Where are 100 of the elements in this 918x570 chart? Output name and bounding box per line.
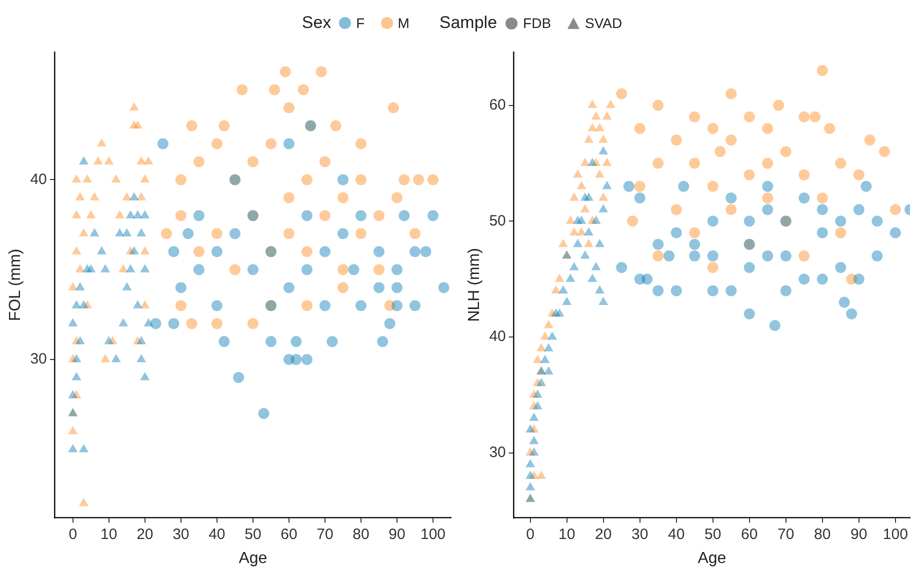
point <box>283 228 294 240</box>
point <box>373 264 384 276</box>
point <box>526 470 536 479</box>
x-tick-label: 0 <box>68 526 78 543</box>
point <box>104 156 114 164</box>
point <box>136 192 146 200</box>
x-tick-label: 40 <box>208 526 226 543</box>
point <box>316 66 327 78</box>
point <box>707 285 718 296</box>
point <box>762 204 774 216</box>
point <box>798 274 810 285</box>
point <box>529 436 539 444</box>
point <box>104 336 114 344</box>
point <box>122 282 132 290</box>
point <box>193 210 204 222</box>
point <box>670 204 682 216</box>
point <box>707 122 718 134</box>
point <box>536 378 546 386</box>
point <box>72 300 82 308</box>
point <box>140 174 150 182</box>
point <box>846 308 858 320</box>
point <box>591 216 601 224</box>
point <box>75 192 85 200</box>
point <box>78 444 88 452</box>
text: SVAD <box>585 15 622 31</box>
point <box>544 343 554 352</box>
point <box>247 156 258 168</box>
point <box>816 192 828 204</box>
point <box>337 174 348 186</box>
point <box>547 332 557 340</box>
point <box>126 264 136 272</box>
x-axis-title: Age <box>698 550 726 567</box>
point <box>652 100 664 111</box>
point <box>129 246 139 254</box>
point <box>72 174 82 182</box>
point <box>420 246 432 258</box>
point <box>211 228 222 240</box>
point <box>835 262 846 274</box>
point <box>129 192 139 200</box>
point <box>283 192 294 204</box>
point <box>598 192 608 201</box>
point <box>186 120 198 132</box>
point <box>319 300 330 312</box>
point <box>780 146 792 158</box>
point <box>136 156 146 164</box>
point <box>634 180 646 192</box>
point <box>780 250 792 262</box>
x-tick-label: 10 <box>100 526 118 543</box>
point <box>594 238 604 248</box>
point <box>652 250 664 262</box>
point <box>616 262 628 274</box>
point <box>211 300 222 312</box>
point <box>193 246 204 258</box>
point <box>526 482 536 490</box>
point <box>584 227 594 236</box>
point <box>602 158 612 166</box>
x-axis-title: Age <box>238 550 268 567</box>
point <box>780 285 792 296</box>
point <box>175 174 186 186</box>
point <box>175 210 186 222</box>
point <box>175 282 186 294</box>
point <box>744 216 755 227</box>
point <box>391 264 402 276</box>
point <box>540 332 550 340</box>
point <box>377 336 388 348</box>
point <box>623 180 634 192</box>
point <box>211 138 222 150</box>
point <box>573 216 583 224</box>
point <box>864 134 876 146</box>
point <box>529 447 539 456</box>
point <box>68 390 78 398</box>
point <box>816 204 828 216</box>
point <box>602 180 612 190</box>
point <box>588 274 598 282</box>
text: FDB <box>523 15 552 31</box>
point <box>140 300 150 308</box>
point <box>229 264 240 276</box>
point <box>144 156 154 164</box>
legend-label: M <box>398 15 410 31</box>
point <box>355 174 366 186</box>
point <box>634 192 646 204</box>
point <box>269 84 280 96</box>
point <box>265 138 276 150</box>
point <box>373 282 384 294</box>
x-tick-label: 50 <box>244 526 262 543</box>
point <box>816 65 828 76</box>
point <box>594 169 604 178</box>
point <box>68 444 78 452</box>
point <box>193 156 204 168</box>
point <box>236 84 248 96</box>
point <box>798 192 810 204</box>
point <box>569 192 579 201</box>
point <box>301 210 312 222</box>
point <box>670 285 682 296</box>
point <box>126 210 136 218</box>
point <box>584 238 594 248</box>
point <box>301 354 312 366</box>
point <box>714 146 726 158</box>
y-axis-title: FOL (mm) <box>7 248 24 322</box>
point <box>591 111 601 120</box>
